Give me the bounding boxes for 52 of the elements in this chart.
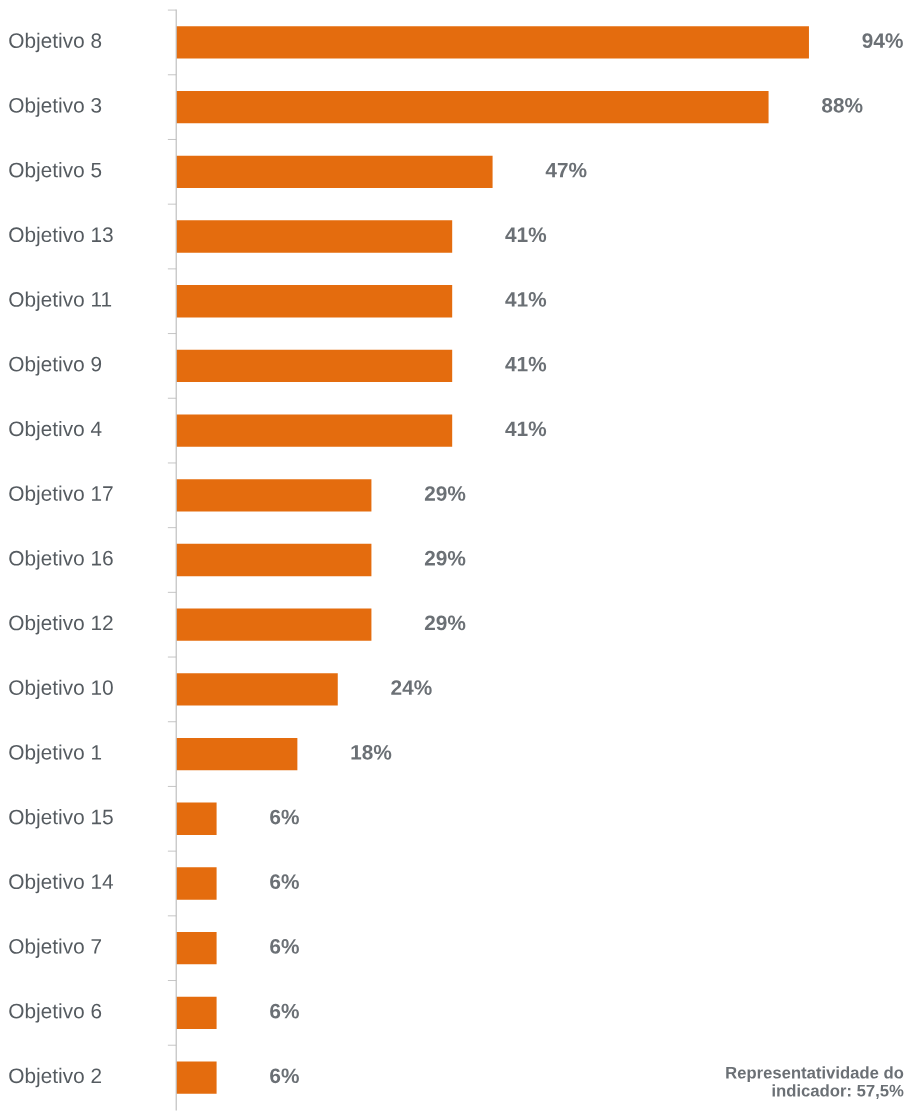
data-label: 41% (505, 421, 547, 437)
y-tick-label: Objetivo 5 (9, 162, 102, 182)
y-tick-label: Objetivo 13 (9, 226, 113, 247)
y-tick-label: Objetivo 16 (9, 550, 113, 570)
y-tick-label: Objetivo 14 (9, 873, 114, 894)
bar (176, 220, 453, 253)
y-tick-label: Objetivo 2 (9, 1067, 102, 1088)
y-tick-label: Objetivo 9 (9, 356, 102, 376)
data-label: 94% (862, 33, 903, 49)
data-label: 29% (424, 615, 466, 631)
bar (176, 349, 453, 383)
annotation: Representatividade do indicador: 57,5% (726, 1066, 904, 1099)
y-tick-label: Objetivo 15 (9, 809, 113, 829)
y-tick-label: Objetivo 11 (9, 291, 112, 311)
bar (176, 414, 453, 447)
data-label: 6% (270, 1003, 299, 1019)
data-label: 6% (270, 809, 299, 825)
y-tick-label: Objetivo 1 (9, 744, 102, 764)
data-label: 18% (351, 744, 392, 760)
bar (176, 673, 338, 706)
bar (176, 932, 217, 965)
data-label: 29% (424, 550, 466, 566)
data-label: 24% (391, 680, 432, 695)
data-label: 41% (505, 292, 547, 307)
bar (176, 479, 372, 512)
bar (176, 285, 453, 318)
data-label: 41% (505, 227, 547, 243)
y-tick-label: Objetivo 17 (9, 485, 113, 506)
bar (176, 802, 217, 835)
y-tick-label: Objetivo 8 (9, 32, 102, 53)
y-tick-label: Objetivo 3 (9, 97, 102, 117)
bar (176, 1061, 217, 1094)
bar (176, 737, 298, 771)
bar (176, 543, 372, 577)
data-label: 41% (505, 356, 547, 372)
data-label: 6% (270, 939, 299, 954)
y-tick-label: Objetivo 6 (9, 1003, 102, 1023)
data-label: 47% (545, 162, 587, 178)
bar (176, 26, 809, 59)
data-label: 6% (270, 1068, 299, 1084)
bar (176, 996, 217, 1030)
y-tick-label: Objetivo 10 (9, 679, 113, 700)
bar (176, 90, 769, 124)
bar (176, 155, 493, 188)
data-label: 29% (424, 486, 466, 501)
data-label: 6% (270, 874, 299, 890)
bar (176, 867, 217, 900)
data-label: 88% (822, 97, 863, 113)
y-tick-label: Objetivo 4 (9, 420, 102, 441)
y-tick-label: Objetivo 7 (9, 938, 102, 958)
y-tick-label: Objetivo 12 (9, 614, 113, 635)
bar (176, 608, 372, 641)
